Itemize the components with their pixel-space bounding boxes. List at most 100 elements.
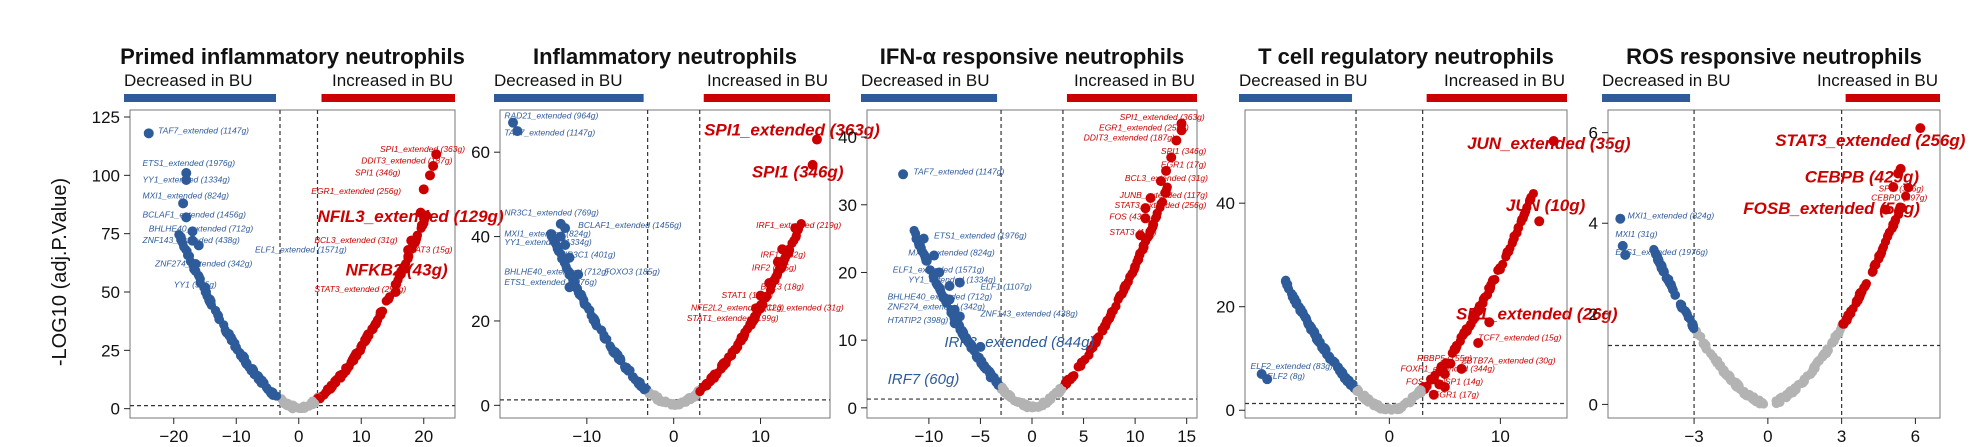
gene-point bbox=[934, 267, 945, 278]
data-point bbox=[1046, 394, 1056, 404]
data-point bbox=[1675, 300, 1686, 311]
data-point bbox=[1781, 391, 1791, 401]
gene-point bbox=[985, 372, 996, 383]
y-tick-label: 0 bbox=[848, 399, 857, 418]
gene-label: FOSB_extended (59g) bbox=[1743, 199, 1920, 218]
gene-label: BCL3_extended (31g) bbox=[761, 302, 844, 312]
gene-label: RBBP5 (155g) bbox=[1417, 353, 1472, 363]
y-tick-label: 75 bbox=[101, 225, 120, 244]
data-point bbox=[1123, 277, 1133, 287]
decreased-bar bbox=[494, 94, 644, 102]
increased-bar bbox=[321, 94, 455, 102]
gene-point bbox=[1888, 182, 1899, 192]
point-cloud bbox=[909, 182, 1172, 413]
data-point bbox=[1504, 247, 1514, 257]
gene-point bbox=[1615, 213, 1626, 224]
gene-label: ELF2_extended (83g) bbox=[1251, 361, 1333, 371]
data-point bbox=[695, 386, 705, 397]
data-point bbox=[1017, 397, 1028, 408]
decreased-bar bbox=[124, 94, 276, 102]
decreased-bar bbox=[1239, 94, 1353, 102]
gene-point bbox=[929, 250, 940, 261]
decreased-label: Decreased in BU bbox=[861, 71, 990, 90]
increased-label: Increased in BU bbox=[332, 71, 453, 90]
gene-label: STAT3 (15g) bbox=[1109, 227, 1157, 237]
gene-point bbox=[755, 290, 766, 301]
x-tick-label: 20 bbox=[414, 427, 433, 446]
y-tick-label: 2 bbox=[1589, 305, 1598, 324]
gene-label: FOS (43g) bbox=[1109, 212, 1149, 222]
y-tick-label: 40 bbox=[838, 128, 857, 147]
gene-point bbox=[1262, 374, 1273, 385]
gene-label: ZBTB7A_extended (30g) bbox=[1461, 356, 1556, 366]
gene-point bbox=[898, 169, 909, 180]
data-point bbox=[681, 395, 692, 405]
gene-point bbox=[1534, 216, 1545, 227]
gene-label: STAT3_extended (256g) bbox=[314, 284, 406, 294]
gene-label: IRF7 (60g) bbox=[888, 371, 960, 388]
gene-label: TAF7_extended (1147g) bbox=[504, 127, 595, 137]
data-point bbox=[232, 345, 242, 355]
point-cloud bbox=[1280, 188, 1539, 415]
x-tick-label: 0 bbox=[1763, 427, 1772, 446]
gene-point bbox=[181, 175, 192, 185]
data-point bbox=[1656, 261, 1666, 271]
y-tick-label: 30 bbox=[838, 196, 857, 215]
data-point bbox=[965, 338, 975, 348]
gene-label: ELF1_extended (1571g) bbox=[893, 264, 985, 274]
data-point bbox=[1113, 294, 1123, 305]
data-point bbox=[1495, 263, 1505, 273]
gene-point bbox=[1140, 203, 1151, 214]
data-point bbox=[723, 352, 734, 362]
data-point bbox=[1478, 297, 1488, 307]
gene-point bbox=[403, 245, 414, 255]
gene-label: CEBPD (397g) bbox=[1871, 193, 1927, 203]
gene-point bbox=[564, 252, 575, 263]
data-point bbox=[1130, 262, 1140, 272]
data-point bbox=[381, 296, 391, 306]
gene-point bbox=[178, 198, 189, 209]
data-point bbox=[228, 335, 238, 345]
plot-frame bbox=[129, 109, 456, 419]
gene-label: ETS1_extended (1976g) bbox=[143, 158, 236, 168]
gene-label: NFE2L2_extended (12g) bbox=[691, 302, 784, 312]
plot-frame bbox=[1607, 109, 1941, 419]
data-point bbox=[1519, 209, 1529, 219]
gene-point bbox=[560, 240, 571, 251]
y-tick-label: 20 bbox=[838, 263, 857, 282]
data-point bbox=[336, 373, 346, 383]
gene-point bbox=[811, 134, 822, 145]
data-point bbox=[1875, 250, 1886, 260]
data-point bbox=[1458, 330, 1468, 341]
gene-point bbox=[1893, 168, 1904, 179]
gene-point bbox=[400, 263, 410, 274]
gene-label: SPI1_extended (363g) bbox=[1120, 112, 1205, 122]
gene-point bbox=[555, 231, 566, 242]
gene-point bbox=[949, 304, 960, 315]
gene-label: BCLAF1_extended (1456g) bbox=[578, 220, 682, 230]
data-point bbox=[1901, 191, 1911, 201]
data-point bbox=[1842, 315, 1852, 325]
gene-point bbox=[200, 282, 210, 293]
data-point bbox=[1524, 195, 1535, 206]
gene-point bbox=[1161, 165, 1172, 176]
gene-point bbox=[1135, 230, 1146, 241]
increased-label: Increased in BU bbox=[707, 71, 828, 90]
plot-frame bbox=[1244, 109, 1568, 419]
data-point bbox=[1854, 292, 1864, 302]
gene-point bbox=[564, 269, 575, 280]
data-point bbox=[352, 348, 362, 359]
data-point bbox=[1713, 356, 1723, 366]
data-point bbox=[1884, 227, 1895, 237]
data-point bbox=[736, 332, 746, 342]
data-point bbox=[373, 315, 383, 325]
data-point bbox=[347, 355, 357, 365]
gene-point bbox=[944, 281, 955, 291]
gene-label: ETS1_extended (1976g) bbox=[504, 277, 597, 287]
decreased-label: Decreased in BU bbox=[124, 71, 253, 90]
decreased-bar bbox=[1602, 94, 1691, 102]
gene-label: IRF1 (182g) bbox=[761, 250, 807, 260]
gene-label: FOXO3 (185g) bbox=[604, 267, 660, 277]
gene-label: BHLHE40_extended (712g) bbox=[149, 223, 254, 233]
